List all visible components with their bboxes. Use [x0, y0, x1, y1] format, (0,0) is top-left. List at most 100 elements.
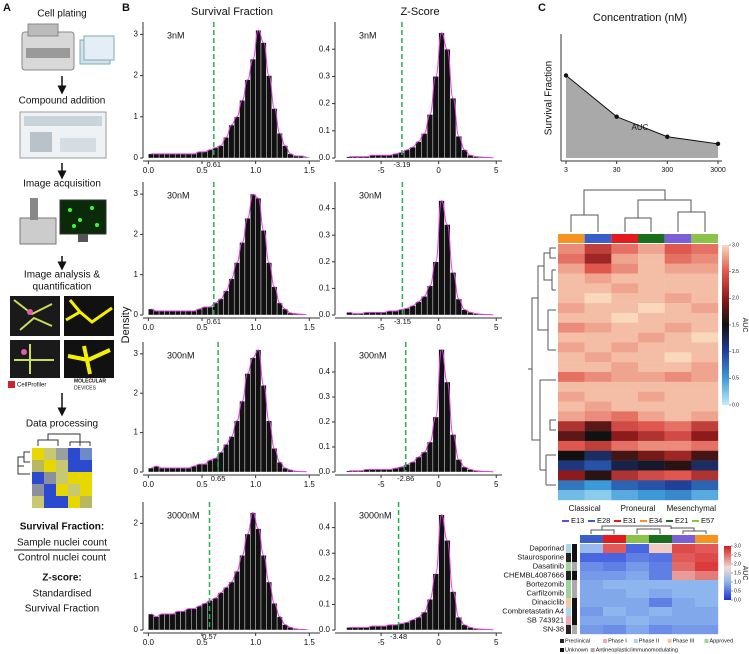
- heatmap-cell: [603, 607, 627, 617]
- heatmap-cell: [664, 480, 692, 491]
- concentration-label: 300nM: [167, 350, 195, 360]
- density-curve: [349, 200, 494, 316]
- x-tick-label: 0.0: [143, 323, 155, 332]
- x-tick-label: 1.0: [250, 323, 262, 332]
- heatmap-cell: [672, 544, 696, 554]
- heatmap-cell: [695, 553, 719, 563]
- heatmap-cell: [664, 401, 692, 412]
- colorbar: [724, 546, 731, 600]
- row-label: SN-38: [543, 624, 564, 633]
- y-tick-label: 0.0: [319, 310, 331, 319]
- heatmap-cell: [691, 322, 719, 333]
- heatmap-cell: [584, 372, 612, 383]
- y-tick-label: 3: [134, 349, 139, 358]
- heatmap-cell: [611, 303, 639, 314]
- histogram-bar: [421, 133, 428, 159]
- y-tick-label: 0.0: [319, 153, 331, 162]
- y-tick-label: 3: [134, 29, 139, 38]
- heatmap-cell: [611, 450, 639, 461]
- legend-label: Unknown: [565, 647, 588, 653]
- heatmap-cell: [584, 421, 612, 432]
- colorbar-tick-label: 0.0: [734, 597, 741, 603]
- heatmap-cell: [611, 381, 639, 392]
- heatmap-cell: [691, 352, 719, 363]
- histogram-bar: [409, 619, 416, 631]
- row-label: Combretastatin A4: [502, 606, 564, 615]
- concentration-label: 30nM: [359, 190, 382, 200]
- type-annotation: [572, 616, 577, 625]
- x-tick-label: 0: [436, 166, 441, 175]
- legend-label: E21: [675, 516, 688, 525]
- heatmap-cell: [611, 312, 639, 323]
- row-label: Carfilzomib: [526, 588, 564, 597]
- heatmap-cell: [611, 352, 639, 363]
- heatmap-cell: [664, 283, 692, 294]
- histogram-bar: [228, 278, 235, 316]
- heatmap-cell: [638, 372, 665, 383]
- phase-annotation: [566, 580, 571, 589]
- x-tick-label: -5: [378, 480, 386, 489]
- histogram-bar: [164, 153, 171, 159]
- heatmap-cell: [558, 421, 585, 432]
- histogram-bar: [201, 603, 208, 631]
- histogram-bar: [260, 230, 267, 316]
- heatmap-cell: [664, 312, 692, 323]
- histogram-bar: [180, 310, 187, 316]
- colorbar-label: AUC: [741, 566, 748, 581]
- density-curve: [150, 512, 307, 630]
- phase-annotation: [566, 589, 571, 598]
- x-tick-label: 0.0: [143, 638, 155, 647]
- heatmap-cell: [649, 544, 673, 554]
- heatmap-cell: [580, 589, 604, 599]
- plating-robot-icon: [21, 23, 115, 71]
- chart-title: Concentration (nM): [593, 12, 687, 24]
- histogram-bar: [409, 305, 416, 316]
- heatmap-cell: [611, 490, 639, 501]
- annotation: AUC: [632, 123, 649, 132]
- heatmap-cell: [558, 322, 585, 333]
- heatmap-cell: [584, 480, 612, 491]
- histogram-bar: [153, 153, 160, 159]
- formula-title: Survival Fraction:: [20, 522, 104, 533]
- heatmap-cell: [638, 352, 665, 363]
- y-tick-label: 0.1: [319, 600, 331, 609]
- x-tick-label: 3: [564, 167, 568, 174]
- heatmap-cell: [649, 625, 673, 635]
- histogram-bar: [250, 357, 256, 473]
- row-label: Staurosporine: [517, 552, 564, 561]
- heatmap-cell: [611, 401, 639, 412]
- phase-annotation: [566, 544, 571, 553]
- y-tick-label: 0.2: [319, 257, 331, 266]
- heatmap-cell: [584, 332, 612, 343]
- heatmap-cell: [638, 332, 665, 343]
- phase-annotation: [566, 562, 571, 571]
- heatmap-cell: [664, 391, 692, 402]
- heatmap-cell: [558, 293, 585, 304]
- y-tick-label: 0: [134, 153, 139, 162]
- heatmap-cell: [638, 293, 665, 304]
- phase-annotation: [566, 598, 571, 607]
- group-label: Mesenchymal: [667, 504, 717, 513]
- heatmap-cell: [649, 553, 673, 563]
- type-annotation: [572, 589, 577, 598]
- column-annotation: [695, 535, 718, 543]
- threshold-label: 0.65: [211, 474, 226, 483]
- y-tick-label: 0.1: [319, 284, 331, 293]
- heatmap-cell: [584, 322, 612, 333]
- y-tick-label: 2: [134, 518, 139, 527]
- histogram-bar: [158, 613, 165, 631]
- histogram-bar: [233, 420, 240, 473]
- heatmap-cell: [611, 431, 639, 442]
- heatmap-cell: [580, 544, 604, 554]
- heatmap-cell: [638, 283, 665, 294]
- column-title: Z-Score: [400, 6, 439, 18]
- x-tick-label: -5: [378, 323, 386, 332]
- heatmap-cell: [695, 625, 719, 635]
- type-annotation: [572, 562, 577, 571]
- panel-label: A: [3, 2, 11, 14]
- group-label: Proneural: [621, 504, 656, 513]
- x-tick-label: 5: [494, 166, 499, 175]
- heatmap-cell: [649, 616, 673, 626]
- step-label: Cell plating: [37, 9, 86, 20]
- threshold-label: -3.19: [393, 160, 410, 169]
